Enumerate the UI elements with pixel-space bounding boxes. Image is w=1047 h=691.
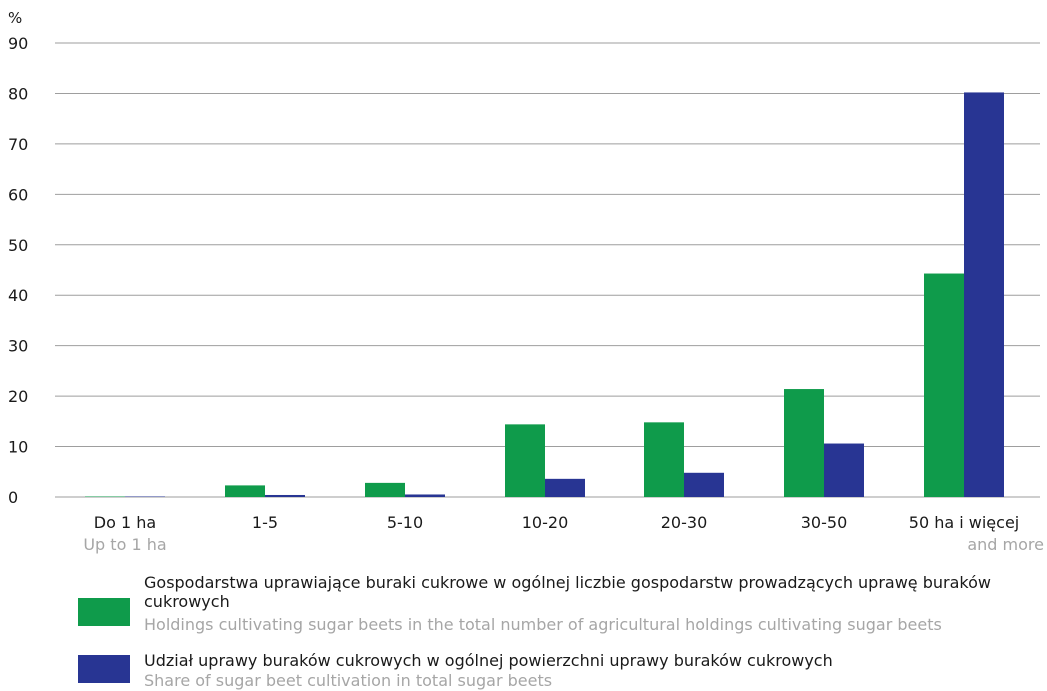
bar-share <box>405 494 445 497</box>
bar-holdings <box>85 496 125 497</box>
bar-share <box>684 472 724 497</box>
legend-label-share: Udział uprawy buraków cukrowych w ogólne… <box>144 651 833 670</box>
y-tick-label: 80 <box>8 84 28 103</box>
bar-share <box>125 496 165 497</box>
bar-share <box>824 443 864 497</box>
legend-swatch-holdings <box>78 598 130 626</box>
y-tick-label: 20 <box>8 387 28 406</box>
legend-label-share-en: Share of sugar beet cultivation in total… <box>144 671 553 690</box>
x-tick-label: 50 ha i więcej <box>909 513 1019 532</box>
y-tick-label: 50 <box>8 236 28 255</box>
bar-holdings <box>644 422 684 497</box>
y-tick-label: 10 <box>8 438 28 457</box>
bar-holdings <box>365 482 405 497</box>
x-tick-label: 5-10 <box>387 513 423 532</box>
bar-share <box>964 92 1004 498</box>
bar-share <box>545 478 585 497</box>
x-tick-sublabel: Up to 1 ha <box>83 535 166 554</box>
bar-holdings <box>924 273 964 497</box>
bars <box>85 92 1004 498</box>
y-tick-label: 0 <box>8 488 18 507</box>
x-tick-label: 1-5 <box>252 513 278 532</box>
x-tick-label: 10-20 <box>522 513 569 532</box>
x-tick-sublabel: and more <box>967 535 1044 554</box>
y-tick-labels: 0 10 20 30 40 50 60 70 80 90 <box>8 34 28 507</box>
x-tick-labels: Do 1 ha Up to 1 ha 1-5 5-10 10-20 20-30 30-50 5… <box>83 513 1044 554</box>
legend-swatch-share <box>78 655 130 683</box>
legend-label-holdings-en: Holdings cultivating sugar beets in the … <box>144 615 942 634</box>
bar-holdings <box>225 485 265 497</box>
legend-label-holdings: Gospodarstwa uprawiające buraki cukrowe … <box>144 573 991 611</box>
y-tick-label: 40 <box>8 286 28 305</box>
bar-holdings <box>505 424 545 497</box>
x-tick-label: 30-50 <box>801 513 848 532</box>
bar-holdings <box>784 389 824 497</box>
bar-share <box>265 494 305 497</box>
x-tick-label: 20-30 <box>661 513 708 532</box>
y-tick-label: 70 <box>8 135 28 154</box>
y-tick-label: 30 <box>8 337 28 356</box>
y-tick-label: 90 <box>8 34 28 53</box>
x-tick-label: Do 1 ha <box>94 513 156 532</box>
y-tick-label: 60 <box>8 185 28 204</box>
gridlines <box>55 42 1040 498</box>
y-axis-label: % <box>8 9 22 27</box>
